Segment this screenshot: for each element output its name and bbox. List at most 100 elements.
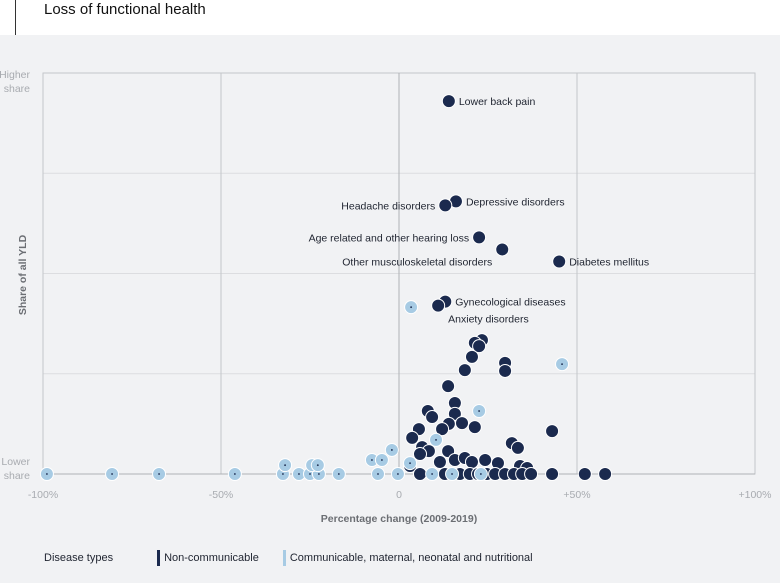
data-point-center bbox=[377, 473, 379, 475]
legend-swatch bbox=[282, 550, 286, 566]
data-point-center bbox=[463, 369, 466, 372]
data-point-center bbox=[447, 422, 450, 425]
data-point-center bbox=[410, 306, 413, 309]
data-point-center bbox=[478, 236, 480, 239]
data-point-center bbox=[435, 439, 437, 441]
data-point-center bbox=[447, 450, 450, 453]
data-point-center bbox=[513, 473, 515, 475]
data-point-center bbox=[453, 412, 456, 415]
data-point-center bbox=[298, 473, 300, 475]
x-tick-label: 0 bbox=[396, 489, 402, 501]
label-line: share bbox=[4, 83, 30, 95]
legend-item-communicable: Communicable, maternal, neonatal and nut… bbox=[282, 550, 533, 566]
data-point-center bbox=[530, 473, 532, 475]
legend-label: Communicable, maternal, neonatal and nut… bbox=[289, 552, 533, 564]
point-label: Lower back pain bbox=[459, 96, 536, 108]
x-tick-label: +100% bbox=[739, 489, 772, 501]
data-point-center bbox=[558, 260, 561, 263]
x-ticks: -100% -50% 0 +50% +100% bbox=[28, 489, 772, 501]
data-point-center bbox=[463, 457, 466, 459]
data-point-center bbox=[455, 200, 457, 203]
data-point-center bbox=[484, 459, 487, 461]
legend: Disease types Non-communicable Communica… bbox=[44, 550, 557, 566]
data-point-center bbox=[337, 473, 340, 475]
data-point-center bbox=[158, 473, 160, 475]
point-label: Anxiety disorders bbox=[448, 314, 529, 326]
data-point-center bbox=[428, 450, 430, 453]
data-point-center bbox=[504, 473, 506, 475]
page-title: Loss of functional health bbox=[44, 1, 206, 18]
data-point-center bbox=[447, 100, 450, 102]
point-label: Other musculoskeletal disorders bbox=[342, 256, 492, 268]
header: Loss of functional health bbox=[0, 0, 780, 35]
data-point-center bbox=[441, 428, 443, 430]
data-point-center bbox=[458, 473, 461, 475]
y-bottom-label: Lower share bbox=[1, 456, 30, 482]
x-tick-label: -100% bbox=[28, 489, 58, 501]
data-point-center bbox=[397, 473, 399, 475]
point-label: Headache disorders bbox=[341, 200, 435, 212]
data-point-center bbox=[233, 473, 236, 475]
data-point-center bbox=[381, 459, 383, 461]
data-point-center bbox=[478, 410, 480, 412]
data-point-center bbox=[478, 345, 480, 347]
data-point-center bbox=[411, 437, 414, 439]
data-point-center bbox=[479, 473, 482, 475]
data-point-center bbox=[504, 362, 506, 364]
header-divider bbox=[15, 0, 16, 35]
data-point-center bbox=[284, 464, 286, 467]
grid bbox=[42, 72, 756, 475]
data-point-center bbox=[517, 447, 519, 449]
data-point-center bbox=[473, 426, 476, 428]
data-point-center bbox=[431, 416, 434, 418]
legend-label: Non-communicable bbox=[164, 552, 259, 564]
data-point-center bbox=[468, 473, 471, 475]
data-point-center bbox=[471, 356, 473, 358]
data-point-center bbox=[521, 473, 524, 475]
legend-title: Disease types bbox=[44, 552, 114, 564]
data-point-center bbox=[551, 430, 553, 432]
annotations: Lower back pain Depressive disorders Heada… bbox=[309, 96, 650, 326]
point-label: Diabetes mellitus bbox=[569, 256, 649, 268]
data-point-center bbox=[316, 464, 319, 467]
label-line: Higher bbox=[0, 69, 30, 81]
data-point-center bbox=[46, 473, 48, 475]
data-point-center bbox=[439, 461, 441, 463]
label-line: Lower bbox=[1, 456, 30, 468]
x-tick-label: +50% bbox=[563, 489, 590, 501]
point-label: Gynecological diseases bbox=[455, 297, 565, 309]
data-point-center bbox=[551, 473, 553, 475]
data-point-center bbox=[444, 204, 447, 207]
data-point-center bbox=[497, 462, 499, 465]
data-point-center bbox=[390, 449, 393, 451]
y-top-label: Higher share bbox=[0, 69, 30, 95]
data-point-center bbox=[504, 370, 506, 372]
data-point-center bbox=[431, 473, 434, 475]
data-point-center bbox=[510, 442, 513, 445]
data-point-center bbox=[471, 461, 473, 463]
data-point-center bbox=[461, 422, 463, 424]
legend-item-non-communicable: Non-communicable bbox=[157, 550, 259, 566]
data-point-center bbox=[309, 473, 311, 475]
label-line: share bbox=[4, 470, 30, 482]
x-axis-title: Percentage change (2009-2019) bbox=[321, 513, 477, 525]
data-point-center bbox=[409, 462, 411, 465]
data-point-center bbox=[418, 428, 420, 430]
data-point-center bbox=[604, 473, 607, 475]
data-point-center bbox=[111, 473, 113, 475]
data-point-center bbox=[501, 248, 504, 251]
legend-swatch bbox=[157, 550, 161, 566]
x-tick-label: -50% bbox=[209, 489, 234, 501]
data-point-center bbox=[447, 385, 450, 388]
data-point-center bbox=[282, 473, 284, 475]
point-label: Depressive disorders bbox=[466, 196, 565, 208]
data-point-center bbox=[318, 473, 320, 475]
point-label: Age related and other hearing loss bbox=[309, 232, 470, 244]
chart-panel bbox=[0, 35, 780, 583]
data-point-center bbox=[444, 300, 447, 303]
data-point-center bbox=[583, 473, 586, 475]
data-point-center bbox=[453, 402, 456, 404]
data-point-center bbox=[453, 459, 456, 461]
data-point-center bbox=[371, 459, 373, 461]
